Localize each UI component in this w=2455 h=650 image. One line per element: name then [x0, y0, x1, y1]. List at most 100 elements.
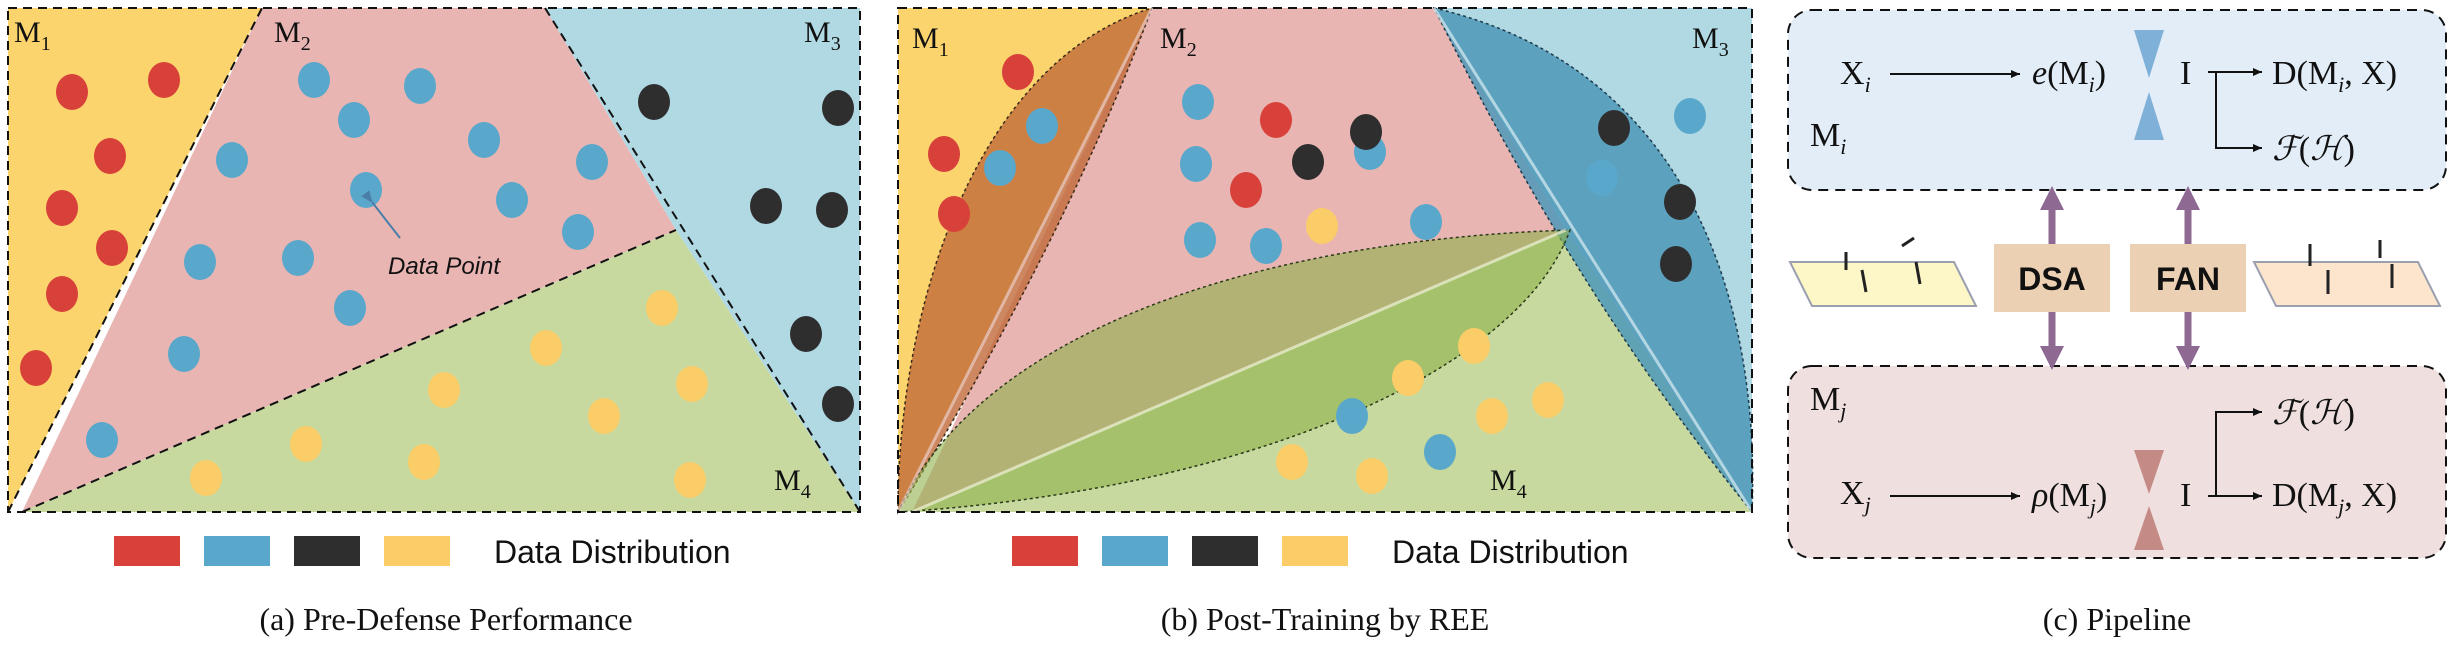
data-point [1410, 204, 1442, 240]
data-point [94, 138, 126, 174]
data-point [928, 136, 960, 172]
data-point [468, 122, 500, 158]
data-point [938, 196, 970, 232]
legend-swatch-red [1012, 536, 1078, 566]
panel-b: M1 M2 M3 M4 Data Distribution (b) Post-T… [896, 6, 1754, 637]
output-f-top: ℱ(ℋ) [2272, 131, 2355, 168]
bottleneck-label: I [2180, 55, 2191, 92]
data-point [282, 240, 314, 276]
panel-a-frame [7, 7, 861, 513]
sheen-line [896, 7, 1154, 513]
data-point [56, 74, 88, 110]
data-point [86, 422, 118, 458]
encoder-bottom: ρ(Mj) [2031, 477, 2107, 519]
data-point [168, 336, 200, 372]
data-point [46, 190, 78, 226]
data-point [184, 244, 216, 280]
data-point [1002, 54, 1034, 90]
data-point [1026, 108, 1058, 144]
data-point [20, 350, 52, 386]
panel-b-frame [897, 7, 1753, 513]
data-point [334, 290, 366, 326]
bottleneck-icon [2134, 30, 2164, 78]
data-point [1424, 434, 1456, 470]
data-point [790, 316, 822, 352]
data-point [1532, 382, 1564, 418]
dsa-label: DSA [2018, 261, 2086, 297]
legend-swatch-yellow [384, 536, 450, 566]
bottleneck-label: I [2180, 477, 2191, 514]
bottleneck-icon [2134, 506, 2164, 550]
data-point [562, 214, 594, 250]
caption-a: (a) Pre-Defense Performance [259, 601, 632, 637]
data-point [1260, 102, 1292, 138]
fan-label: FAN [2156, 261, 2220, 297]
bottleneck-icon [2134, 92, 2164, 140]
data-point [646, 290, 678, 326]
data-point [1458, 328, 1490, 364]
data-point [1180, 146, 1212, 182]
data-point [822, 90, 854, 126]
region-label-m1: M1 [14, 16, 51, 55]
data-point [638, 84, 670, 120]
region-label-m4: M4 [1490, 464, 1527, 503]
sheen-line [1432, 7, 1754, 513]
data-point [1250, 228, 1282, 264]
data-point [1182, 84, 1214, 120]
data-point [674, 462, 706, 498]
data-point [676, 366, 708, 402]
data-point [576, 144, 608, 180]
feature-plane-left [1788, 236, 1978, 307]
flow-arrow [2215, 72, 2262, 152]
legend-swatch-blue [204, 536, 270, 566]
legend-label: Data Distribution [1392, 534, 1629, 570]
bottleneck-icon [2134, 450, 2164, 494]
data-point [816, 192, 848, 228]
annotation-label: Data Point [388, 253, 501, 280]
data-point [350, 172, 382, 208]
panel-b-points [928, 54, 1706, 494]
flow-arrow [2215, 408, 2262, 496]
panel-a: Data Point M1 M2 M3 M4 Data Distribution… [7, 7, 861, 637]
region-label-m1: M1 [912, 22, 949, 61]
legend-swatch-blue [1102, 536, 1168, 566]
dsa-button[interactable]: DSA [1994, 244, 2110, 312]
data-point [1674, 98, 1706, 134]
legend-swatch-black [294, 536, 360, 566]
output-d-top: D(Mi, X) [2272, 55, 2397, 97]
data-point [216, 142, 248, 178]
data-point [1476, 398, 1508, 434]
fan-button[interactable]: FAN [2130, 244, 2246, 312]
data-point [822, 386, 854, 422]
data-point [338, 102, 370, 138]
panel-c: Xi e(Mi) I D(Mi, X) ℱ(ℋ) Mi DSA FAN [1787, 9, 2447, 637]
data-point [1230, 172, 1262, 208]
panel-a-points [20, 62, 854, 498]
region-borders [7, 7, 861, 513]
output-f-bottom: ℱ(ℋ) [2272, 395, 2355, 432]
data-point [148, 62, 180, 98]
data-point [1664, 184, 1696, 220]
region-m3 [545, 8, 860, 512]
data-point [428, 372, 460, 408]
data-point [1306, 208, 1338, 244]
sheen-line [911, 228, 1567, 514]
legend-a: Data Distribution [114, 534, 731, 570]
data-point [588, 398, 620, 434]
data-point [190, 460, 222, 496]
data-point [496, 182, 528, 218]
data-point [1598, 110, 1630, 146]
data-point [96, 230, 128, 266]
data-point [290, 426, 322, 462]
data-point [46, 276, 78, 312]
output-d-bottom: D(Mj, X) [2272, 477, 2397, 519]
model-j-box [1787, 365, 2447, 559]
data-point [298, 62, 330, 98]
model-i-box [1787, 9, 2447, 191]
data-point [1336, 398, 1368, 434]
legend-swatch-black [1192, 536, 1258, 566]
legend-b: Data Distribution [1012, 534, 1629, 570]
data-point [1660, 246, 1692, 282]
legend-label: Data Distribution [494, 534, 731, 570]
